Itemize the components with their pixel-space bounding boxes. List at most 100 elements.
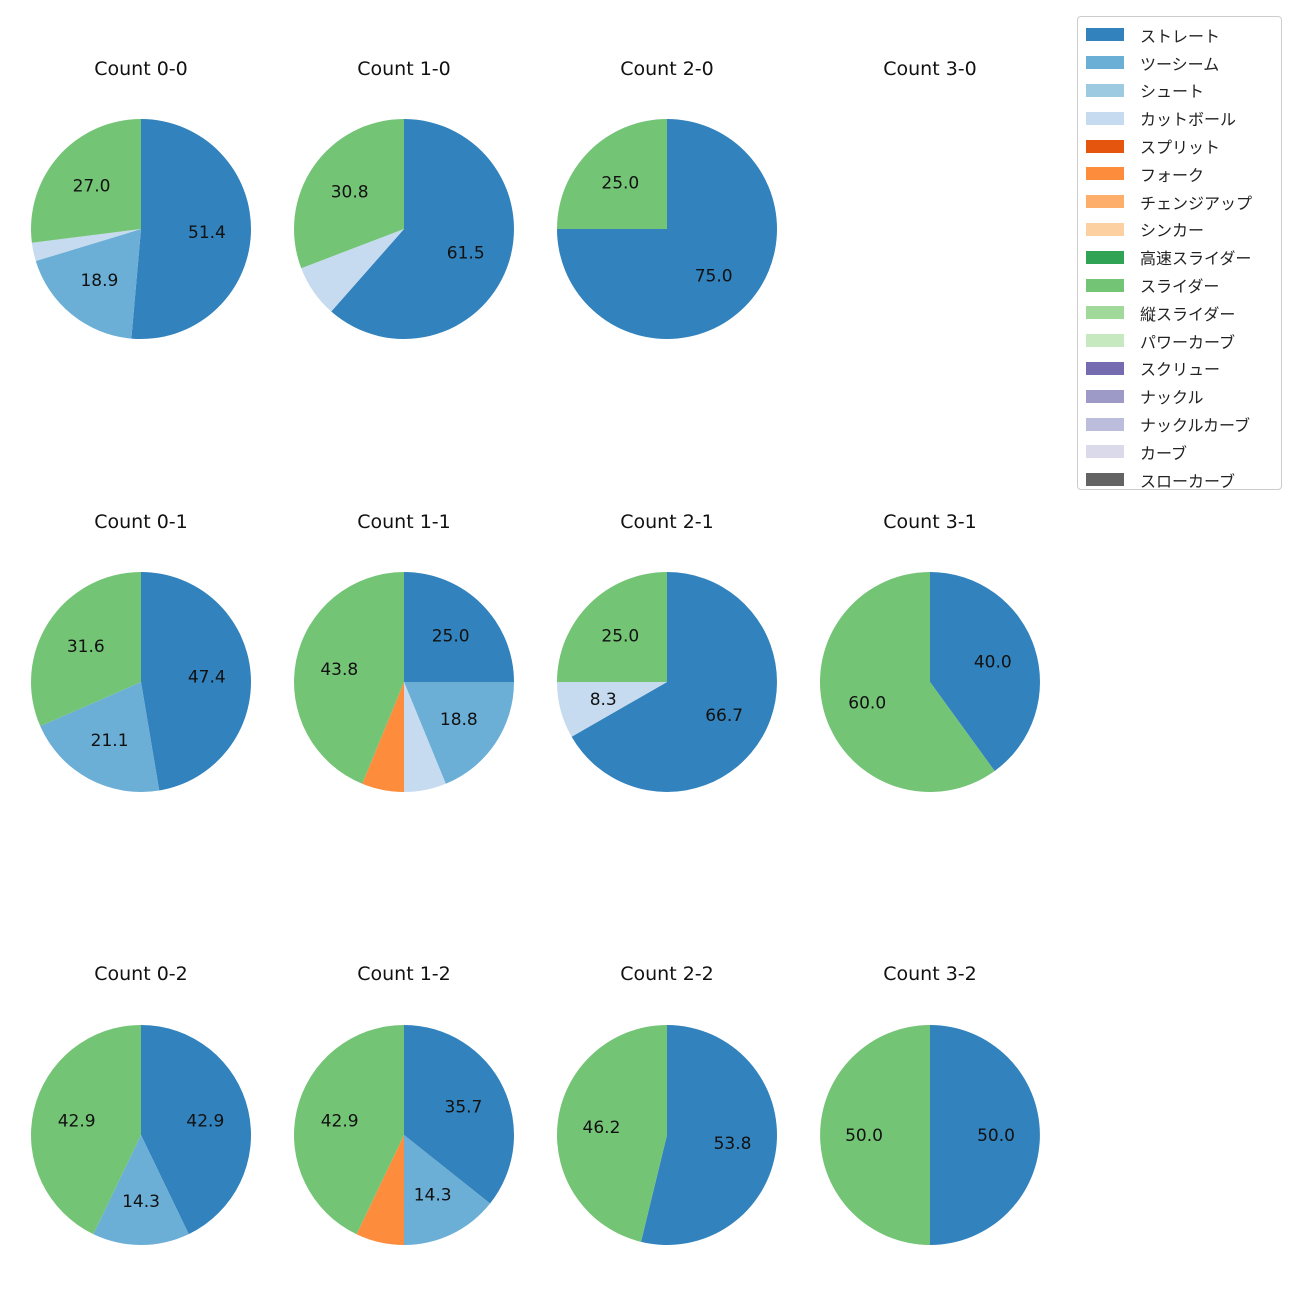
pie-slice xyxy=(301,229,404,312)
pie-slice xyxy=(640,1025,778,1246)
legend-item: カットボール xyxy=(1078,104,1281,132)
slice-label: 18.9 xyxy=(80,271,118,291)
pie-slice xyxy=(557,119,667,229)
legend-swatch xyxy=(1086,222,1124,236)
slice-label: 66.7 xyxy=(705,706,743,726)
pie-count-1-0: Count 1-0 61.5 30.8 xyxy=(293,58,514,339)
legend-item: カーブ xyxy=(1078,438,1281,466)
pie-count-3-1: Count 3-1 40.0 60.0 xyxy=(820,511,1040,792)
legend-label: ツーシーム xyxy=(1140,54,1220,74)
slice-label: 60.0 xyxy=(848,693,886,713)
pie-slice xyxy=(30,119,141,243)
pie-slice xyxy=(141,572,251,791)
slice-label: 8.3 xyxy=(590,690,617,710)
legend-label: カットボール xyxy=(1140,110,1237,130)
slice-label: 25.0 xyxy=(601,626,639,646)
slice-label: 61.5 xyxy=(447,243,485,263)
legend-label: スプリット xyxy=(1140,138,1221,158)
legend-label: フォーク xyxy=(1140,165,1205,185)
pie-slice xyxy=(131,119,251,339)
legend-label: ナックルカーブ xyxy=(1140,416,1251,436)
pie-slice xyxy=(362,682,404,792)
slice-label: 25.0 xyxy=(432,626,470,646)
pie-slice xyxy=(331,119,514,339)
legend-swatch xyxy=(1086,473,1124,487)
pie-slice xyxy=(571,572,777,792)
legend-item: ナックル xyxy=(1078,382,1281,410)
pie-slice xyxy=(294,1025,404,1235)
pie-slice xyxy=(31,572,142,727)
legend-item: スライダー xyxy=(1078,271,1281,299)
pie-slice xyxy=(31,1025,141,1235)
pie-count-1-2: Count 1-2 35.7 14.3 42.9 xyxy=(294,963,514,1245)
pie-slice xyxy=(35,229,141,339)
slice-label: 27.0 xyxy=(73,176,111,196)
slice-label: 14.3 xyxy=(122,1192,160,1212)
pie-slice xyxy=(404,1025,514,1204)
slice-label: 50.0 xyxy=(977,1126,1015,1146)
pie-count-2-2: Count 2-2 53.8 46.2 xyxy=(557,963,778,1246)
pie-slice xyxy=(820,1025,930,1245)
legend-item: ツーシーム xyxy=(1078,49,1281,77)
pie-slice xyxy=(31,229,141,262)
pie-slice xyxy=(557,572,667,682)
legend-label: パワーカーブ xyxy=(1140,332,1236,352)
legend-label: 縦スライダー xyxy=(1140,304,1236,324)
pie-title: Count 3-1 xyxy=(883,511,977,533)
pie-title: Count 3-0 xyxy=(883,58,977,80)
legend-item: パワーカーブ xyxy=(1078,327,1281,355)
legend-item: シュート xyxy=(1078,77,1281,105)
legend-item: スローカーブ xyxy=(1078,466,1281,494)
pie-count-0-1: Count 0-1 47.4 21.1 31.6 xyxy=(31,511,251,792)
slice-label: 14.3 xyxy=(414,1185,452,1205)
pie-count-2-1: Count 2-1 66.7 8.3 25.0 xyxy=(557,511,777,792)
slice-label: 18.8 xyxy=(440,710,478,730)
slice-label: 53.8 xyxy=(714,1134,752,1154)
pie-count-1-1: Count 1-1 25.0 18.8 43.8 xyxy=(294,511,514,792)
pie-slice xyxy=(557,682,667,737)
pie-title: Count 0-1 xyxy=(94,511,188,533)
legend-swatch xyxy=(1086,195,1124,209)
legend-swatch xyxy=(1086,361,1124,375)
legend-label: 高速スライダー xyxy=(1140,249,1252,269)
legend-swatch xyxy=(1086,139,1124,153)
slice-label: 47.4 xyxy=(188,668,226,688)
slice-label: 42.9 xyxy=(58,1111,96,1131)
pie-slice xyxy=(141,1025,251,1235)
legend-label: スクリュー xyxy=(1140,360,1221,380)
legend-item: ストレート xyxy=(1078,21,1281,49)
legend-label: シュート xyxy=(1140,82,1205,102)
legend-swatch xyxy=(1086,167,1124,181)
slice-label: 50.0 xyxy=(845,1126,883,1146)
pie-title: Count 0-0 xyxy=(94,58,188,80)
legend-label: ストレート xyxy=(1140,26,1221,46)
pie-slice xyxy=(820,572,995,792)
legend-swatch xyxy=(1086,278,1124,292)
pie-slice xyxy=(404,682,514,784)
slice-label: 31.6 xyxy=(67,637,105,657)
legend-swatch xyxy=(1086,417,1124,431)
pie-title: Count 0-2 xyxy=(94,963,188,985)
legend-item: スクリュー xyxy=(1078,355,1281,383)
pie-slice xyxy=(293,119,404,269)
legend-item: スプリット xyxy=(1078,132,1281,160)
legend: ストレート ツーシーム シュート カットボール スプリット フォーク チェンジアップ シンカー… xyxy=(1077,16,1282,491)
pie-title: Count 2-0 xyxy=(620,58,714,80)
slice-label: 21.1 xyxy=(91,731,129,751)
legend-item: ナックルカーブ xyxy=(1078,410,1281,438)
pie-count-0-2: Count 0-2 42.9 14.3 42.9 xyxy=(31,963,251,1245)
slice-label: 51.4 xyxy=(188,223,226,243)
legend-item: 縦スライダー xyxy=(1078,299,1281,327)
pie-count-0-0: Count 0-0 51.4 18.9 27.0 xyxy=(30,58,251,339)
pie-count-2-0: Count 2-0 75.0 25.0 xyxy=(557,58,777,339)
legend-label: チェンジアップ xyxy=(1140,193,1253,213)
slice-label: 30.8 xyxy=(331,183,369,203)
slice-label: 42.9 xyxy=(321,1111,359,1131)
pie-title: Count 2-2 xyxy=(620,963,714,985)
slice-label: 43.8 xyxy=(320,660,358,680)
legend-swatch xyxy=(1086,83,1124,97)
legend-swatch xyxy=(1086,56,1124,70)
pie-slice xyxy=(930,1025,1040,1245)
